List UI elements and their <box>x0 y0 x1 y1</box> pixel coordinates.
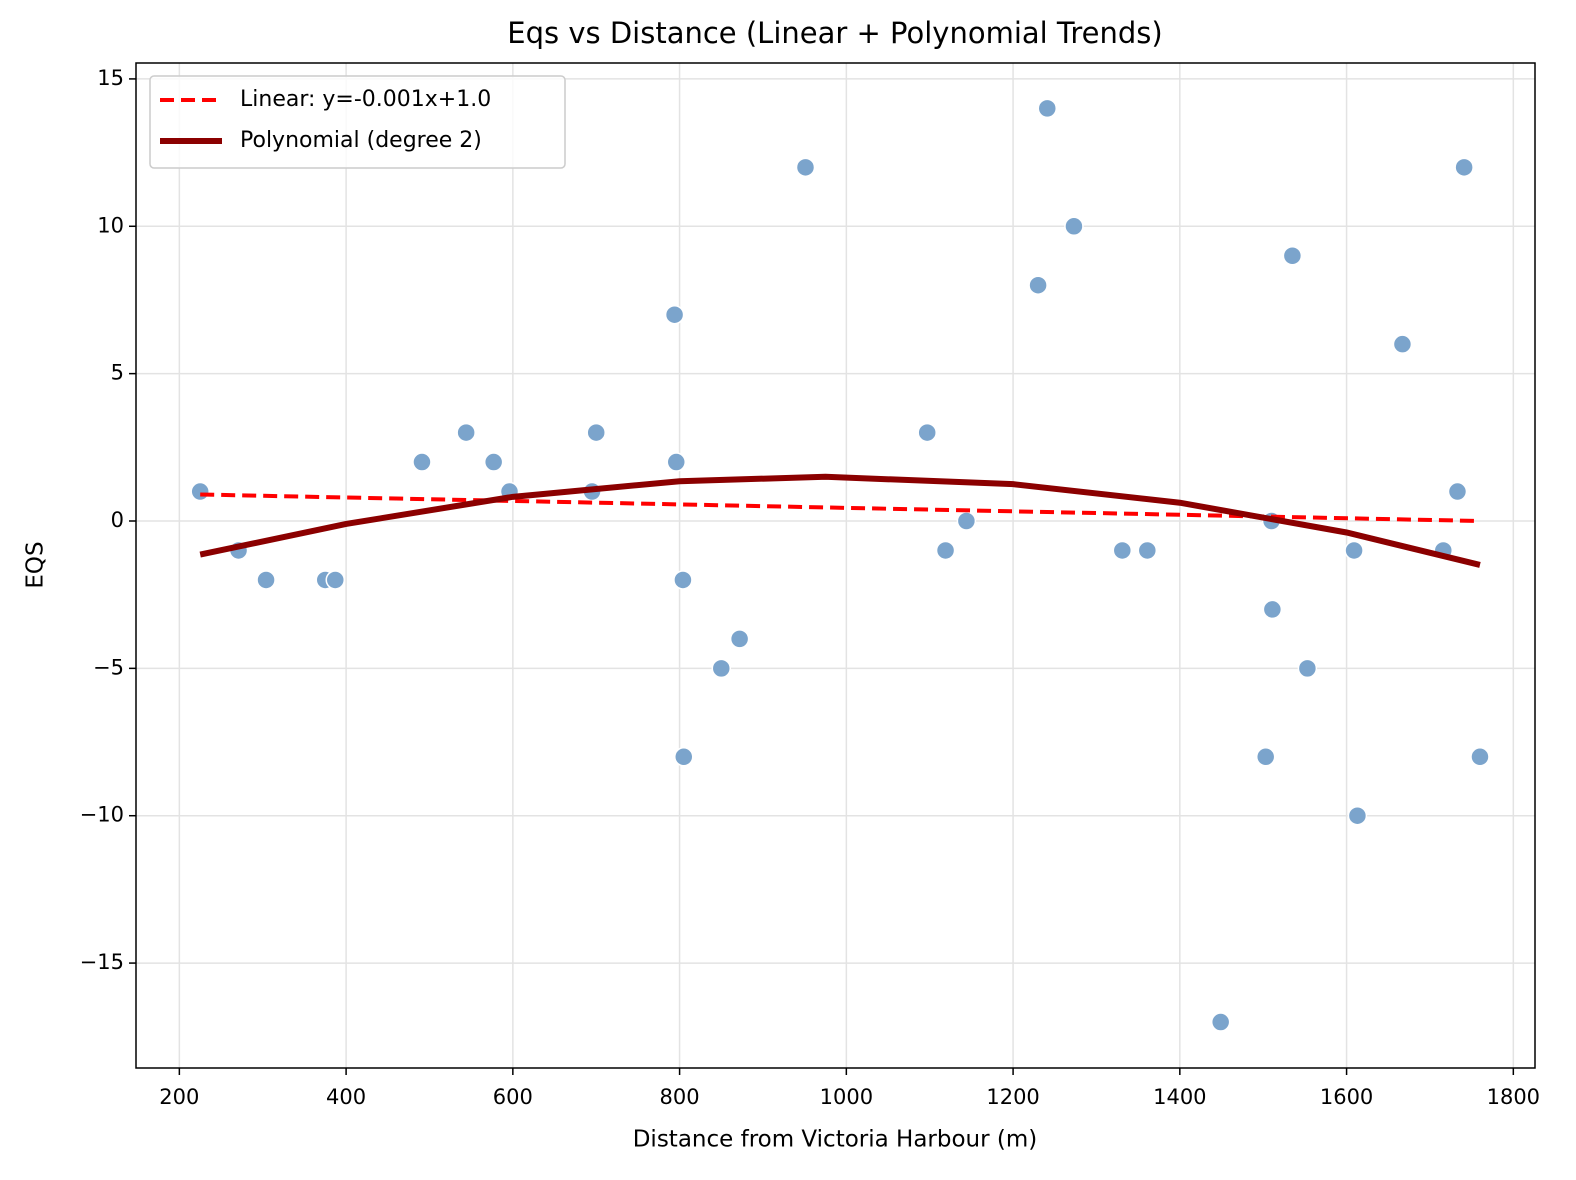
scatter-point <box>795 157 816 178</box>
scatter-point <box>586 422 606 443</box>
scatter-point <box>1262 599 1283 620</box>
legend-label: Linear: y=-0.001x+1.0 <box>240 87 491 112</box>
scatter-point <box>935 540 956 561</box>
y-tick-label: 5 <box>111 361 124 385</box>
legend-box <box>149 75 566 169</box>
scatter-point <box>956 511 977 531</box>
y-tick-label: 15 <box>97 66 124 90</box>
x-tick-label: 1800 <box>1487 1085 1540 1109</box>
x-axis-label: Distance from Victoria Harbour (m) <box>633 1127 1038 1153</box>
scatter-point <box>917 422 937 443</box>
scatter-point <box>1282 245 1303 266</box>
x-tick-label: 400 <box>326 1085 366 1109</box>
scatter-point <box>1447 481 1468 502</box>
scatter-point <box>729 629 750 649</box>
scatter-point <box>674 747 694 767</box>
x-tick-label: 800 <box>660 1085 700 1109</box>
x-tick-label: 600 <box>493 1085 533 1109</box>
legend-label: Polynomial (degree 2) <box>240 128 482 153</box>
x-tick-label: 200 <box>159 1085 199 1109</box>
scatter-point <box>1347 805 1368 826</box>
y-tick-label: −15 <box>80 950 124 974</box>
scatter-point <box>1255 747 1276 767</box>
y-tick-label: 0 <box>111 508 124 532</box>
x-tick-label: 1000 <box>820 1085 873 1109</box>
legend: Linear: y=-0.001x+1.0 Polynomial (degree … <box>149 75 566 169</box>
scatter-point <box>1112 540 1133 561</box>
scatter-point <box>325 570 346 590</box>
scatter-point <box>711 658 732 679</box>
scatter-point <box>1344 540 1364 561</box>
x-tick-label: 1600 <box>1320 1085 1373 1109</box>
scatter-point <box>1064 216 1084 237</box>
plot-frame <box>135 62 1536 1069</box>
scatter-point <box>1470 747 1490 767</box>
scatter-point <box>1137 540 1158 561</box>
scatter-point <box>1037 98 1058 119</box>
scatter-point <box>664 304 685 325</box>
y-tick-label: −5 <box>93 655 124 679</box>
x-tick-label: 1400 <box>1153 1085 1206 1109</box>
y-tick-label: 10 <box>97 213 124 237</box>
x-tick-label: 1200 <box>986 1085 1039 1109</box>
trend-line <box>200 492 1481 523</box>
y-axis-label: EQS <box>23 541 49 588</box>
trend-line <box>199 473 1481 568</box>
scatter-point <box>483 452 504 472</box>
scatter-point <box>666 452 687 472</box>
scatter-point <box>673 570 693 590</box>
scatter-point <box>1392 334 1413 354</box>
scatter-point <box>1454 157 1474 178</box>
scatter-point <box>1297 658 1318 679</box>
y-tick-label: −10 <box>80 803 124 827</box>
scatter-point <box>1028 275 1048 295</box>
scatter-point <box>256 570 276 590</box>
chart-title: Eqs vs Distance (Linear + Polynomial Tre… <box>507 16 1162 50</box>
scatter-point <box>412 452 432 472</box>
scatter-point <box>190 481 210 502</box>
scatter-point <box>1210 1012 1231 1032</box>
scatter-point <box>456 422 476 443</box>
